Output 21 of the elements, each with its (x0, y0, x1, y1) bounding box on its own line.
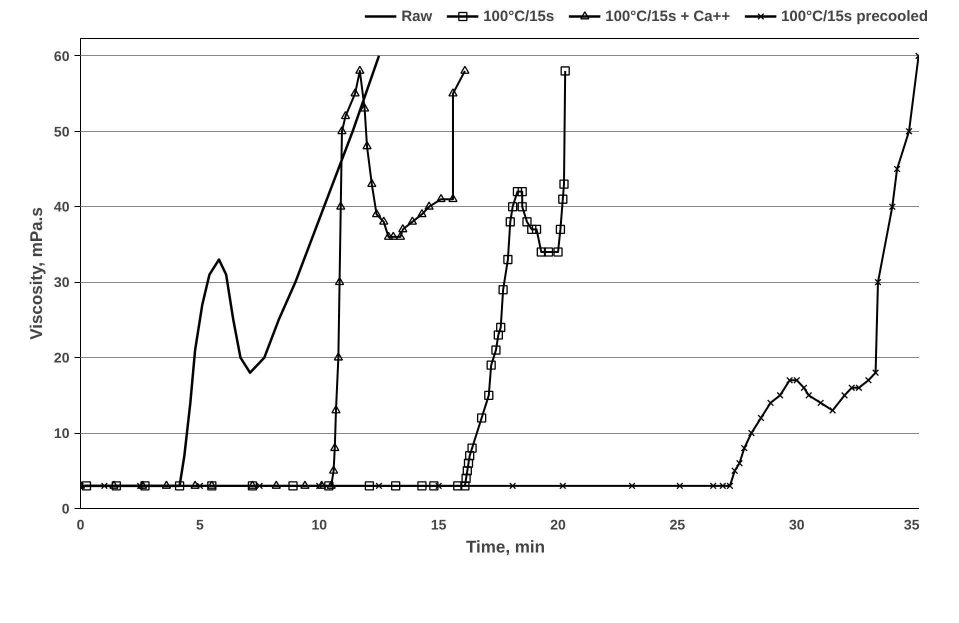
x-tick-label: 30 (789, 516, 805, 532)
x-tick-label: 15 (430, 516, 447, 532)
x-tick-label: 25 (670, 516, 686, 532)
y-tick-label: 30 (54, 274, 70, 290)
legend-label: 100°C/15s (483, 8, 554, 24)
y-tick-label: 60 (54, 48, 70, 64)
x-tick-label: 20 (550, 516, 566, 532)
y-axis-title: Viscosity, mPa.s (26, 207, 46, 340)
x-tick-label: 5 (196, 516, 204, 532)
y-tick-label: 0 (62, 500, 70, 516)
legend-label: Raw (401, 8, 432, 24)
legend-label: 100°C/15s precooled (781, 8, 928, 24)
y-tick-label: 20 (54, 350, 70, 366)
x-axis-title: Time, min (466, 538, 546, 556)
y-tick-label: 50 (54, 123, 70, 140)
x-tick-label: 35 (904, 516, 920, 532)
x-tick-label: 10 (311, 516, 328, 532)
x-tick-label: 0 (76, 516, 85, 532)
y-tick-label: 10 (54, 425, 70, 442)
y-tick-label: 40 (54, 198, 70, 215)
legend-label: 100°C/15s + Ca++ (605, 8, 730, 24)
